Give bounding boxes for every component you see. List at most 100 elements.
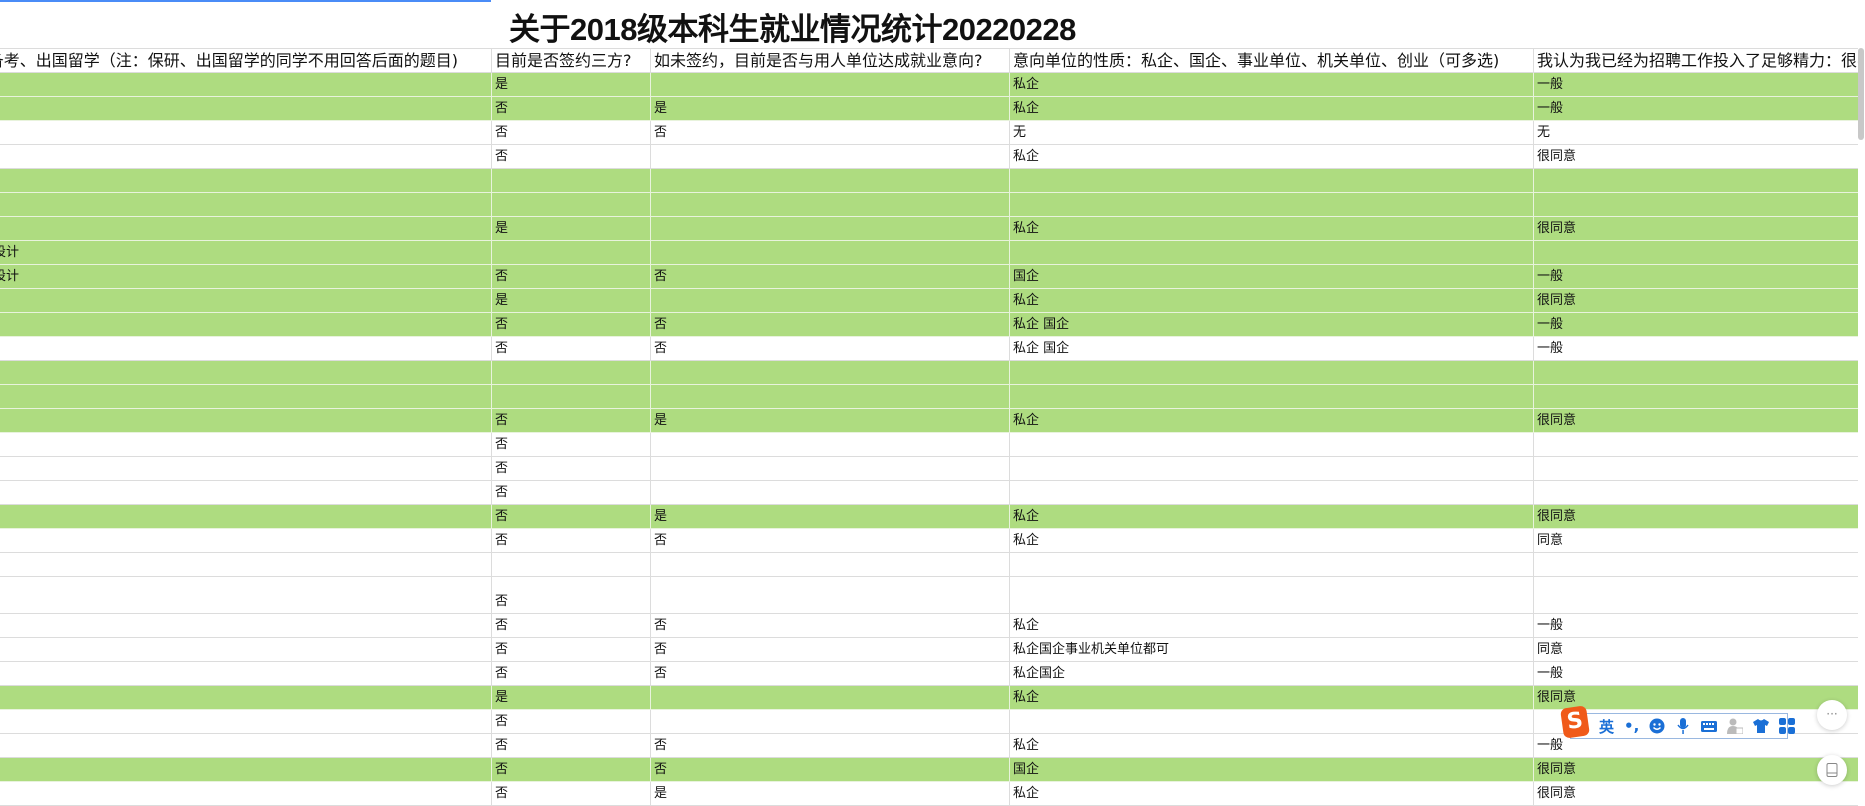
vertical-scrollbar[interactable] <box>1858 48 1864 140</box>
table-cell[interactable]: 是 <box>650 97 1009 120</box>
table-cell[interactable] <box>0 505 491 528</box>
table-cell[interactable]: 否 <box>491 433 650 456</box>
table-cell[interactable]: 私企 国企 <box>1009 337 1533 360</box>
table-cell[interactable] <box>0 193 491 216</box>
table-cell[interactable] <box>491 193 650 216</box>
table-cell[interactable] <box>1533 481 1863 504</box>
table-cell[interactable] <box>491 385 650 408</box>
table-cell[interactable]: 私企 <box>1009 734 1533 757</box>
table-cell[interactable]: 国企 <box>1009 265 1533 288</box>
table-cell[interactable]: 私企 <box>1009 97 1533 120</box>
table-cell[interactable] <box>650 481 1009 504</box>
table-cell[interactable]: 是 <box>491 217 650 240</box>
table-cell[interactable]: 否 <box>491 145 650 168</box>
table-cell[interactable] <box>1009 481 1533 504</box>
table-cell[interactable] <box>491 169 650 192</box>
table-cell[interactable]: 否 <box>650 662 1009 685</box>
table-cell[interactable]: 否 <box>650 529 1009 552</box>
more-options-button[interactable]: ··· <box>1817 700 1847 730</box>
table-cell[interactable]: 否 <box>650 121 1009 144</box>
table-cell[interactable] <box>1009 193 1533 216</box>
table-cell[interactable] <box>1533 457 1863 480</box>
table-cell[interactable] <box>1533 385 1863 408</box>
table-cell[interactable] <box>0 361 491 384</box>
table-cell[interactable] <box>650 169 1009 192</box>
table-cell[interactable] <box>1009 457 1533 480</box>
table-cell[interactable]: 否 <box>650 614 1009 637</box>
table-cell[interactable]: 否 <box>650 758 1009 781</box>
table-cell[interactable]: 否 <box>491 457 650 480</box>
table-cell[interactable] <box>0 553 491 576</box>
table-cell[interactable]: 否 <box>650 313 1009 336</box>
table-cell[interactable] <box>650 217 1009 240</box>
table-cell[interactable]: 私企 <box>1009 614 1533 637</box>
table-cell[interactable] <box>1009 433 1533 456</box>
table-cell[interactable]: 一般 <box>1533 662 1863 685</box>
table-cell[interactable]: 否 <box>491 577 650 613</box>
table-cell[interactable]: 很同意 <box>1533 409 1863 432</box>
table-cell[interactable]: 是 <box>650 409 1009 432</box>
table-cell[interactable]: 无 <box>1533 121 1863 144</box>
table-cell[interactable]: 很同意 <box>1533 686 1863 709</box>
table-cell[interactable]: 是 <box>650 782 1009 805</box>
table-cell[interactable]: 设计 <box>0 241 491 264</box>
table-cell[interactable] <box>0 73 491 96</box>
table-cell[interactable]: 私企 <box>1009 289 1533 312</box>
table-cell[interactable] <box>0 337 491 360</box>
table-cell[interactable]: 否 <box>491 734 650 757</box>
table-cell[interactable] <box>491 553 650 576</box>
table-cell[interactable]: 否 <box>491 782 650 805</box>
column-header[interactable]: 我认为我已经为招聘工作投入了足够精力：很不同意 <box>1533 49 1863 72</box>
table-cell[interactable]: 私企 <box>1009 529 1533 552</box>
table-cell[interactable] <box>0 614 491 637</box>
table-cell[interactable] <box>0 662 491 685</box>
table-cell[interactable] <box>1533 361 1863 384</box>
table-cell[interactable] <box>650 241 1009 264</box>
table-cell[interactable] <box>1533 553 1863 576</box>
keyboard-icon[interactable] <box>1701 718 1718 734</box>
table-cell[interactable]: 否 <box>650 265 1009 288</box>
tablet-view-button[interactable] <box>1817 755 1847 785</box>
table-cell[interactable] <box>650 457 1009 480</box>
table-cell[interactable]: 一般 <box>1533 614 1863 637</box>
ime-language-toggle[interactable]: 英 <box>1599 717 1615 736</box>
table-cell[interactable] <box>1009 169 1533 192</box>
table-cell[interactable]: 很同意 <box>1533 217 1863 240</box>
table-cell[interactable] <box>0 97 491 120</box>
table-cell[interactable] <box>650 193 1009 216</box>
table-cell[interactable]: 否 <box>650 734 1009 757</box>
table-cell[interactable] <box>0 385 491 408</box>
table-cell[interactable] <box>1009 577 1533 613</box>
table-cell[interactable] <box>1533 241 1863 264</box>
table-cell[interactable]: 一般 <box>1533 73 1863 96</box>
table-cell[interactable] <box>650 577 1009 613</box>
table-cell[interactable] <box>1009 241 1533 264</box>
table-cell[interactable]: 私企 <box>1009 782 1533 805</box>
table-cell[interactable]: 同意 <box>1533 529 1863 552</box>
table-cell[interactable] <box>650 145 1009 168</box>
table-cell[interactable]: 是 <box>650 505 1009 528</box>
table-cell[interactable] <box>0 217 491 240</box>
table-cell[interactable]: 私企 <box>1009 409 1533 432</box>
table-cell[interactable]: 否 <box>491 409 650 432</box>
column-header[interactable]: 备考、出国留学（注：保研、出国留学的同学不用回答后面的题目) <box>0 49 491 72</box>
table-cell[interactable] <box>0 457 491 480</box>
table-cell[interactable] <box>0 145 491 168</box>
table-cell[interactable] <box>1533 710 1863 733</box>
table-cell[interactable]: 很同意 <box>1533 505 1863 528</box>
table-cell[interactable] <box>0 638 491 661</box>
table-cell[interactable]: 私企 <box>1009 505 1533 528</box>
microphone-icon[interactable] <box>1675 718 1691 734</box>
table-cell[interactable]: 国企 <box>1009 758 1533 781</box>
emoji-icon[interactable] <box>1649 718 1665 734</box>
table-cell[interactable] <box>0 686 491 709</box>
table-cell[interactable]: 一般 <box>1533 734 1863 757</box>
table-cell[interactable] <box>0 313 491 336</box>
table-cell[interactable] <box>650 385 1009 408</box>
table-cell[interactable]: 否 <box>491 97 650 120</box>
table-cell[interactable] <box>1533 577 1863 613</box>
sogou-ime-logo[interactable]: S <box>1560 705 1590 739</box>
table-cell[interactable]: 私企国企 <box>1009 662 1533 685</box>
table-cell[interactable] <box>0 433 491 456</box>
table-cell[interactable] <box>1009 385 1533 408</box>
